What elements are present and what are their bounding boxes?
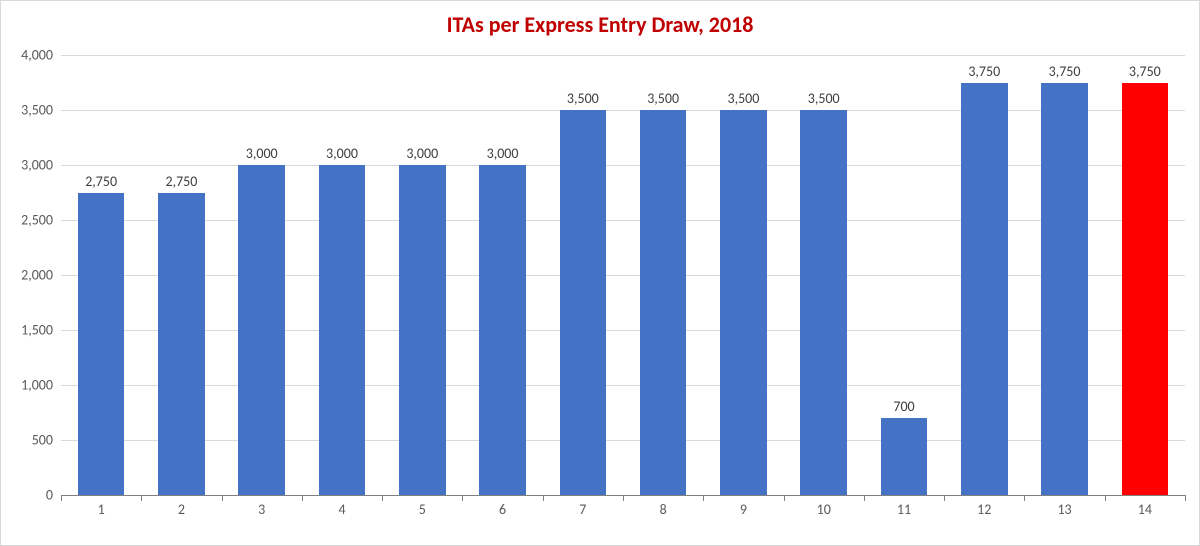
- x-tick-mark: [382, 495, 383, 501]
- x-tick-mark: [784, 495, 785, 501]
- bar-value-label: 3,500: [647, 90, 679, 107]
- x-tick-mark: [703, 495, 704, 501]
- bar-value-label: 3,750: [1129, 63, 1161, 80]
- bar-value-label: 3,500: [727, 90, 759, 107]
- y-tick-label: 3,000: [21, 157, 53, 174]
- x-tick-label: 9: [740, 501, 747, 518]
- gridline: [61, 275, 1185, 276]
- bar: [238, 165, 285, 495]
- bar-value-label: 3,750: [1049, 63, 1081, 80]
- y-tick-label: 0: [46, 487, 53, 504]
- x-tick-label: 12: [977, 501, 991, 518]
- x-tick-label: 7: [579, 501, 586, 518]
- x-tick-mark: [462, 495, 463, 501]
- x-tick-label: 4: [338, 501, 345, 518]
- bar: [961, 83, 1008, 496]
- x-tick-label: 14: [1138, 501, 1152, 518]
- bar: [800, 110, 847, 495]
- x-tick-label: 10: [817, 501, 831, 518]
- x-tick-label: 8: [660, 501, 667, 518]
- y-tick-label: 2,500: [21, 212, 53, 229]
- x-tick-mark: [141, 495, 142, 501]
- bar-value-label: 3,500: [567, 90, 599, 107]
- bar: [560, 110, 607, 495]
- gridline: [61, 440, 1185, 441]
- bar: [78, 193, 125, 496]
- bar: [881, 418, 928, 495]
- bar-value-label: 3,500: [808, 90, 840, 107]
- bar-value-label: 2,750: [85, 173, 117, 190]
- x-tick-mark: [1185, 495, 1186, 501]
- bar: [319, 165, 366, 495]
- x-tick-label: 3: [258, 501, 265, 518]
- gridline: [61, 330, 1185, 331]
- y-tick-label: 1,000: [21, 377, 53, 394]
- x-tick-label: 1: [98, 501, 105, 518]
- x-tick-mark: [543, 495, 544, 501]
- x-tick-mark: [1024, 495, 1025, 501]
- gridline: [61, 110, 1185, 111]
- gridline: [61, 165, 1185, 166]
- x-tick-mark: [864, 495, 865, 501]
- x-tick-label: 11: [897, 501, 911, 518]
- y-tick-label: 1,500: [21, 322, 53, 339]
- bar: [399, 165, 446, 495]
- y-tick-label: 2,000: [21, 267, 53, 284]
- gridline: [61, 55, 1185, 56]
- bar-value-label: 3,000: [406, 145, 438, 162]
- x-tick-mark: [1105, 495, 1106, 501]
- bar-chart: ITAs per Express Entry Draw, 2018 0 500 1,…: [0, 0, 1200, 546]
- chart-title: ITAs per Express Entry Draw, 2018: [1, 11, 1199, 38]
- x-tick-label: 13: [1057, 501, 1071, 518]
- bar-value-label: 3,000: [246, 145, 278, 162]
- bar: [1041, 83, 1088, 496]
- bar: [1122, 83, 1169, 496]
- y-tick-label: 500: [32, 432, 53, 449]
- x-tick-mark: [623, 495, 624, 501]
- bar-value-label: 3,000: [326, 145, 358, 162]
- x-tick-label: 6: [499, 501, 506, 518]
- bar-value-label: 2,750: [165, 173, 197, 190]
- bar-value-label: 700: [893, 398, 914, 415]
- bar-value-label: 3,000: [487, 145, 519, 162]
- plot-area: [61, 55, 1185, 495]
- x-tick-mark: [222, 495, 223, 501]
- x-tick-mark: [944, 495, 945, 501]
- bar: [720, 110, 767, 495]
- bar: [479, 165, 526, 495]
- x-tick-mark: [61, 495, 62, 501]
- gridline: [61, 220, 1185, 221]
- y-tick-label: 3,500: [21, 102, 53, 119]
- bar: [158, 193, 205, 496]
- x-tick-mark: [302, 495, 303, 501]
- y-tick-label: 4,000: [21, 47, 53, 64]
- bar-value-label: 3,750: [968, 63, 1000, 80]
- gridline: [61, 385, 1185, 386]
- x-tick-label: 2: [178, 501, 185, 518]
- x-tick-label: 5: [419, 501, 426, 518]
- bar: [640, 110, 687, 495]
